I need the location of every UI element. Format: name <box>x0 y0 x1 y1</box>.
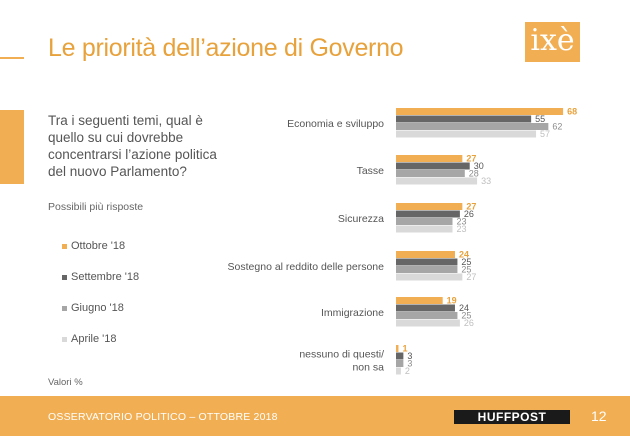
legend-label: Settembre '18 <box>71 271 140 283</box>
bar <box>396 108 564 115</box>
ixe-logo: ixè <box>525 22 580 62</box>
bar <box>396 304 455 312</box>
value-label: 30 <box>474 161 484 171</box>
legend-swatch <box>62 306 67 311</box>
bar <box>396 162 470 170</box>
value-label: 62 <box>552 122 562 132</box>
multiple-answers-note: Possibili più risposte <box>48 201 144 213</box>
bar <box>396 203 463 210</box>
bar <box>396 225 453 233</box>
value-label: 26 <box>464 318 474 328</box>
bar <box>396 123 549 130</box>
bar <box>396 155 463 162</box>
value-label: 3 <box>407 351 412 361</box>
bar <box>396 360 404 367</box>
category-label: Sostegno al reddito delle persone <box>228 261 385 273</box>
bar <box>396 312 458 319</box>
side-accent-block <box>0 110 24 184</box>
value-label: 23 <box>457 217 467 227</box>
value-label: 28 <box>469 169 479 179</box>
page-title: Le priorità dell’azione di Governo <box>48 34 404 62</box>
bar <box>396 251 455 258</box>
value-label: 55 <box>535 114 545 124</box>
value-label: 57 <box>540 129 550 139</box>
bar <box>396 218 453 225</box>
bar <box>396 273 463 281</box>
value-label: 1 <box>402 344 407 354</box>
value-label: 2 <box>405 366 410 376</box>
category-label: Tasse <box>357 165 385 177</box>
huffpost-logo: HUFFPOST <box>454 410 570 424</box>
legend-swatch <box>62 337 67 342</box>
value-label: 33 <box>481 176 491 186</box>
bar <box>396 352 404 360</box>
legend-label: Aprile '18 <box>71 333 117 345</box>
legend-label: Giugno '18 <box>71 302 124 314</box>
category-label: Sicurezza <box>338 213 384 225</box>
value-label: 25 <box>461 265 471 275</box>
category-label: Immigrazione <box>321 307 384 319</box>
category-label: non sa <box>352 362 384 374</box>
bar <box>396 177 478 185</box>
page-number: 12 <box>591 408 607 424</box>
footer-bar: OSSERVATORIO POLITICO – OTTOBRE 2018 HUF… <box>0 396 630 436</box>
bar <box>396 170 465 177</box>
value-label: 68 <box>567 107 577 117</box>
value-label: 23 <box>457 224 467 234</box>
legend-swatch <box>62 275 67 280</box>
category-label: nessuno di questi/ <box>299 349 384 361</box>
category-label: Economia e sviluppo <box>287 118 384 130</box>
bar <box>396 115 532 123</box>
values-unit-note: Valori % <box>48 377 83 388</box>
legend-swatch <box>62 244 67 249</box>
footer-caption: OSSERVATORIO POLITICO – OTTOBRE 2018 <box>48 411 278 423</box>
value-label: 26 <box>464 209 474 219</box>
value-label: 3 <box>407 359 412 369</box>
legend-label: Ottobre '18 <box>71 240 126 252</box>
survey-question: Tra i seguenti temi, qual è quello su cu… <box>48 113 217 179</box>
value-label: 27 <box>466 154 476 164</box>
value-label: 27 <box>466 202 476 212</box>
bar <box>396 266 458 273</box>
horizontal-bar-chart: Economia e sviluppo68556257Tasse27302833… <box>228 107 578 377</box>
bar <box>396 258 458 266</box>
bar <box>396 130 537 138</box>
bar <box>396 319 460 327</box>
value-label: 25 <box>461 311 471 321</box>
value-label: 27 <box>466 272 476 282</box>
value-label: 19 <box>447 296 457 306</box>
value-label: 24 <box>459 250 469 260</box>
bar <box>396 297 443 304</box>
title-accent-line <box>0 57 24 59</box>
value-label: 24 <box>459 303 469 313</box>
value-label: 25 <box>461 257 471 267</box>
bar <box>396 345 399 352</box>
bar <box>396 210 460 218</box>
bar <box>396 367 401 375</box>
